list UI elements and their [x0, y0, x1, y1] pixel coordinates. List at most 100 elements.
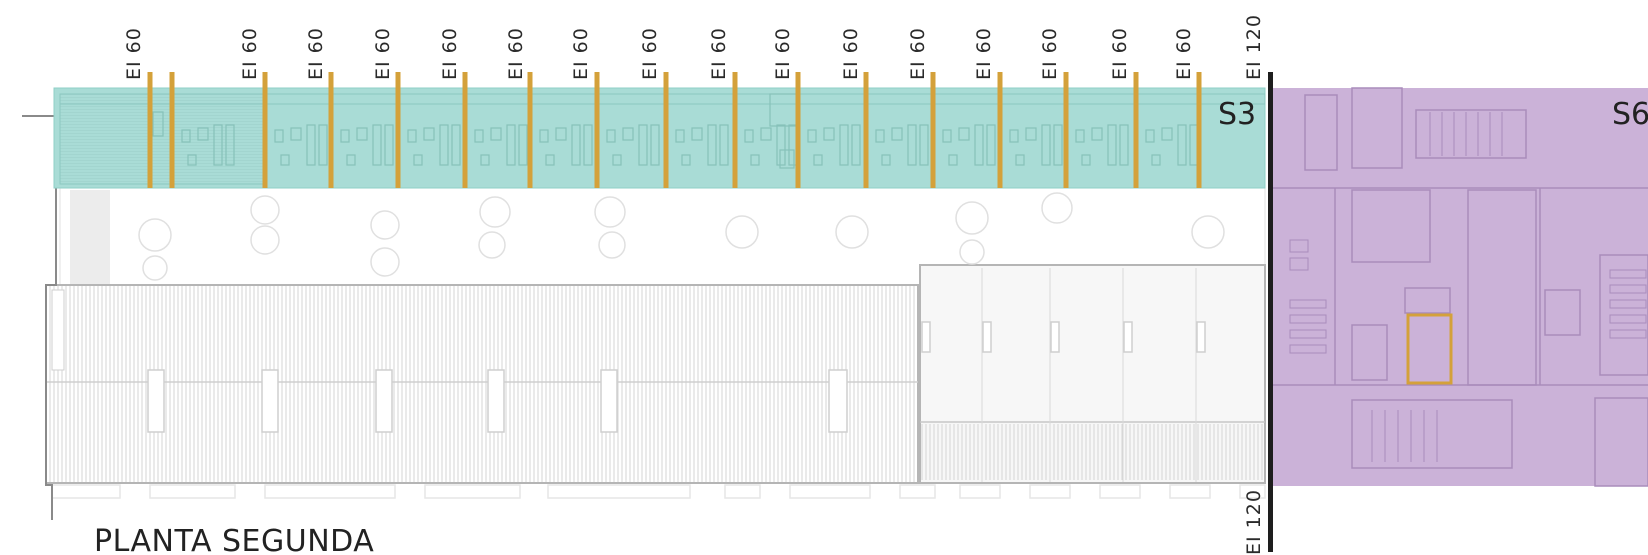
ei60-rating-label: EI 60 — [772, 27, 794, 80]
room-furniture — [290, 127, 302, 141]
room-furniture — [346, 154, 356, 166]
ei120-boundary-wall — [1268, 72, 1273, 552]
ei60-rating-label: EI 60 — [439, 27, 461, 80]
sector-label-s3: S3 — [1218, 97, 1256, 132]
room-furniture — [181, 129, 191, 143]
room-furniture — [851, 124, 861, 166]
ei60-enclosure — [1406, 313, 1453, 385]
room-furniture — [650, 124, 660, 166]
room-furniture — [776, 124, 786, 166]
ei60-rating-label: EI 60 — [840, 27, 862, 80]
room-furniture — [612, 154, 622, 166]
room-furniture — [638, 124, 648, 166]
room-furniture — [942, 129, 952, 143]
ei60-wall — [328, 72, 334, 188]
room-furniture — [675, 129, 685, 143]
room-furniture — [539, 129, 549, 143]
ei60-wall — [147, 72, 153, 188]
room-furniture — [919, 124, 929, 166]
ei60-wall — [795, 72, 801, 188]
floor-title: PLANTA SEGUNDA — [94, 524, 374, 555]
ei60-rating-label: EI 60 — [372, 27, 394, 80]
room-furniture — [1053, 124, 1063, 166]
ei60-wall — [663, 72, 669, 188]
ei60-wall — [997, 72, 1003, 188]
room-furniture — [719, 124, 729, 166]
room-furniture — [1075, 129, 1085, 143]
room-furniture — [1009, 129, 1019, 143]
room-furniture — [839, 124, 849, 166]
room-furniture — [1041, 124, 1051, 166]
room-furniture — [439, 124, 449, 166]
room-furniture — [1107, 124, 1117, 166]
room-furniture — [1025, 127, 1037, 141]
ei60-rating-label: EI 60 — [1039, 27, 1061, 80]
ei60-walls — [147, 72, 1202, 188]
ei60-wall — [1196, 72, 1202, 188]
room-furniture — [545, 154, 555, 166]
room-furniture — [474, 129, 484, 143]
ei60-wall — [930, 72, 936, 188]
room-furniture — [750, 154, 760, 166]
room-furniture — [707, 124, 717, 166]
room-furniture — [187, 154, 197, 166]
room-furniture — [681, 154, 691, 166]
ei60-rating-label: EI 60 — [1173, 27, 1195, 80]
ei60-rating-label: EI 60 — [305, 27, 327, 80]
ei60-rating-label: EI 60 — [639, 27, 661, 80]
room-furniture — [1015, 154, 1025, 166]
room-furniture — [744, 129, 754, 143]
room-furniture — [807, 129, 817, 143]
room-furniture — [875, 129, 885, 143]
room-furniture — [823, 127, 835, 141]
room-furniture — [907, 124, 917, 166]
room-furniture — [506, 124, 516, 166]
room-furniture — [583, 124, 593, 166]
sector-s3-zone — [53, 87, 1266, 189]
ei60-wall — [732, 72, 738, 188]
room-furniture — [571, 124, 581, 166]
room-furniture — [813, 154, 823, 166]
room-furniture — [318, 124, 328, 166]
room-furniture — [490, 127, 502, 141]
room-furniture — [760, 127, 772, 141]
ei60-wall — [1133, 72, 1139, 188]
room-furniture — [1151, 154, 1161, 166]
ei60-rating-label: EI 60 — [239, 27, 261, 80]
room-furniture — [197, 127, 209, 141]
room-furniture — [356, 127, 368, 141]
building-linework — [22, 115, 1266, 520]
room-furniture — [384, 124, 394, 166]
room-furniture — [306, 124, 316, 166]
room-furniture — [1091, 127, 1103, 141]
room-furniture — [1177, 124, 1187, 166]
room-furniture — [423, 127, 435, 141]
room-furniture — [1145, 129, 1155, 143]
fire-rating-labels: EI 60 EI 60 EI 60 EI 60 EI 60 EI 60 EI 60 EI 60… — [123, 27, 1195, 80]
ei60-wall — [462, 72, 468, 188]
room-furniture — [622, 127, 634, 141]
boundary-rating-bottom: EI 120 — [1243, 489, 1265, 555]
ei60-wall — [527, 72, 533, 188]
room-furniture — [891, 127, 903, 141]
room-furniture — [974, 124, 984, 166]
room-furniture — [274, 129, 284, 143]
ei60-wall — [594, 72, 600, 188]
room-furniture — [948, 154, 958, 166]
room-furniture — [407, 129, 417, 143]
ei60-rating-label: EI 60 — [907, 27, 929, 80]
ei60-rating-label: EI 60 — [570, 27, 592, 80]
boundary-rating-top: EI 120 — [1243, 14, 1265, 80]
ei60-wall — [863, 72, 869, 188]
room-furniture — [372, 124, 382, 166]
ei60-wall — [169, 72, 175, 188]
room-furniture — [1161, 127, 1173, 141]
room-furniture — [606, 129, 616, 143]
room-furniture — [413, 154, 423, 166]
ei60-rating-label: EI 60 — [505, 27, 527, 80]
room-furniture — [518, 124, 528, 166]
room-furniture — [225, 124, 235, 166]
ei60-wall — [1063, 72, 1069, 188]
room-furniture — [451, 124, 461, 166]
room-furniture — [555, 127, 567, 141]
